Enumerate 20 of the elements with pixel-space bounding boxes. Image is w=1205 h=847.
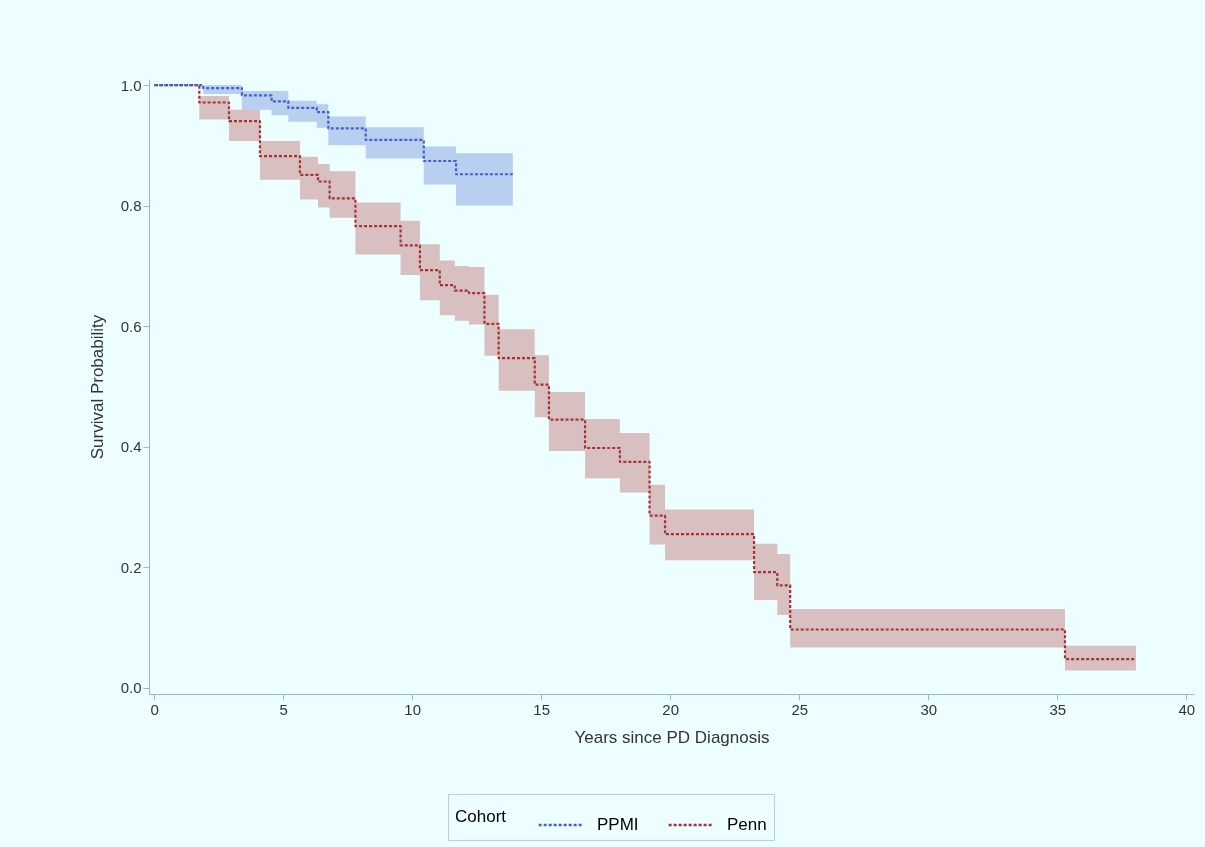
y-axis-title: Survival Probability bbox=[87, 314, 107, 460]
y-tick-label: 0.4 bbox=[120, 438, 142, 456]
y-tick-label: 0.0 bbox=[120, 679, 142, 697]
x-tick-label: 35 bbox=[1049, 700, 1067, 718]
legend-label: PPMI bbox=[597, 815, 639, 834]
x-tick-label: 40 bbox=[1178, 700, 1196, 718]
legend-label: Penn bbox=[727, 815, 767, 834]
x-axis-title: Years since PD Diagnosis bbox=[574, 727, 770, 747]
y-tick-label: 0.2 bbox=[120, 558, 142, 576]
x-tick-label: 0 bbox=[150, 700, 159, 718]
y-tick-label: 0.6 bbox=[120, 317, 142, 335]
x-tick-label: 15 bbox=[533, 700, 551, 718]
legend-title: Cohort bbox=[455, 807, 507, 826]
x-tick-label: 30 bbox=[920, 700, 938, 718]
x-tick-label: 20 bbox=[662, 700, 680, 718]
y-tick-label: 0.8 bbox=[120, 197, 142, 215]
x-tick-label: 25 bbox=[791, 700, 809, 718]
x-tick-label: 10 bbox=[404, 700, 422, 718]
x-tick-label: 5 bbox=[279, 700, 288, 718]
y-tick-label: 1.0 bbox=[120, 76, 142, 94]
